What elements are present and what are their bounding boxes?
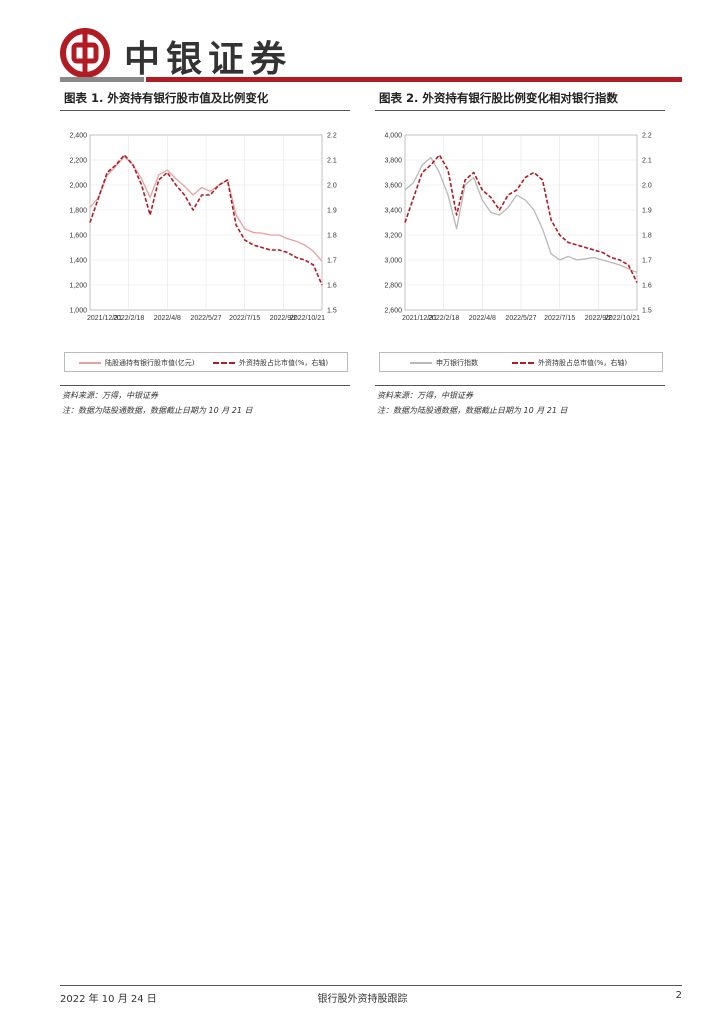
y2-tick-label: 1.9 (642, 208, 652, 215)
y2-tick-label: 2.1 (327, 158, 337, 165)
y2-tick-label: 2.0 (327, 183, 337, 190)
series-line-2 (89, 154, 323, 286)
brand-name: 中银证券 (124, 38, 293, 80)
y-tick-label: 2,600 (384, 308, 402, 315)
y-tick-label: 1,800 (69, 208, 87, 215)
x-tick-label: 2022/7/15 (229, 315, 260, 322)
y-tick-label: 2,800 (384, 283, 402, 290)
x-tick-label: 2021/12/31 (402, 315, 437, 322)
legend-label: 陆股通持有银行股市值(亿元) (105, 359, 195, 367)
chart-legend: 申万银行指数 外资持股占总市值(%，右轴) (379, 352, 663, 372)
y-tick-label: 2,400 (69, 133, 87, 140)
x-tick-label: 2022/10/21 (605, 315, 640, 322)
figure-title: 图表 1. 外资持有银行股市值及比例变化 (60, 88, 350, 111)
footer-date: 2022 年 10 月 24 日 (60, 994, 157, 1005)
x-tick-label: 2022/7/15 (544, 315, 575, 322)
header-rule-red (146, 77, 682, 82)
y2-tick-label: 1.5 (642, 308, 652, 315)
figure-notes: 资料来源：万得，中银证券 注：数据为陆股通数据，数据截止日期为 10 月 21 … (375, 385, 665, 416)
data-note: 注：数据为陆股通数据，数据截止日期为 10 月 21 日 (377, 406, 568, 415)
x-tick-label: 2022/9/2 (585, 315, 612, 322)
page-header: 中银证券 (60, 28, 680, 80)
source-note: 资料来源：万得，中银证券 (377, 391, 473, 400)
y-tick-label: 2,200 (69, 158, 87, 165)
y2-tick-label: 1.7 (327, 258, 337, 265)
y2-tick-label: 1.6 (327, 283, 337, 290)
x-tick-label: 2021/12/31 (87, 315, 122, 322)
bank-of-china-logo-icon (60, 28, 110, 78)
legend-item-series-1: 申万银行指数 (410, 358, 478, 368)
y-tick-label: 4,000 (384, 133, 402, 140)
figure-2: 图表 2. 外资持有银行股比例变化相对银行指数 2,600 2,800 3,000 3… (375, 88, 665, 415)
y2-tick-label: 2.1 (642, 158, 652, 165)
y-tick-label: 1,600 (69, 233, 87, 240)
y-tick-label: 1,400 (69, 258, 87, 265)
legend-item-series-2: 外资持股占总市值(%，右轴) (512, 358, 627, 368)
y2-tick-label: 1.5 (327, 308, 337, 315)
page-number: 2 (675, 990, 682, 1001)
x-tick-label: 2022/10/21 (290, 315, 325, 322)
series-line-1 (404, 156, 638, 274)
y-tick-label: 1,000 (69, 308, 87, 315)
figure-notes: 资料来源：万得，中银证券 注：数据为陆股通数据，数据截止日期为 10 月 21 … (60, 385, 350, 416)
x-tick-label: 2022/4/8 (469, 315, 496, 322)
data-note: 注：数据为陆股通数据，数据截止日期为 10 月 21 日 (62, 406, 253, 415)
y2-tick-label: 2.2 (642, 133, 652, 140)
y-tick-label: 3,400 (384, 208, 402, 215)
x-tick-label: 2022/5/27 (190, 315, 221, 322)
legend-item-series-2: 外资持股占比市值(%，右轴) (213, 358, 328, 368)
legend-label: 外资持股占总市值(%，右轴) (538, 359, 628, 367)
y-tick-label: 3,600 (384, 183, 402, 190)
chart-2-svg: 2,600 2,800 3,000 3,200 3,400 3,600 3,800 4,000… (384, 133, 652, 323)
footer-rule (60, 985, 682, 986)
y2-tick-label: 2.0 (642, 183, 652, 190)
y2-tick-label: 2.2 (327, 133, 337, 140)
legend-label: 申万银行指数 (436, 359, 478, 367)
y2-tick-label: 1.7 (642, 258, 652, 265)
x-tick-label: 2022/9/2 (270, 315, 297, 322)
y-tick-label: 2,000 (69, 183, 87, 190)
x-tick-label: 2022/2/18 (428, 315, 459, 322)
figure-title: 图表 2. 外资持有银行股比例变化相对银行指数 (375, 88, 665, 111)
source-note: 资料来源：万得，中银证券 (62, 391, 158, 400)
chart-1-svg: 1,000 1,200 1,400 1,600 1,800 2,000 2,200 2,400… (69, 133, 337, 323)
x-tick-label: 2022/2/18 (113, 315, 144, 322)
series-line-2 (404, 154, 638, 283)
y-tick-label: 3,000 (384, 258, 402, 265)
footer-title: 银行股外资持股跟踪 (317, 994, 408, 1005)
figure-1: 图表 1. 外资持有银行股市值及比例变化 1,000 1,200 1,400 1,60… (60, 88, 350, 415)
y-tick-label: 3,800 (384, 158, 402, 165)
x-tick-label: 2022/4/8 (154, 315, 181, 322)
y2-tick-label: 1.9 (327, 208, 337, 215)
y-tick-label: 1,200 (69, 283, 87, 290)
y2-tick-label: 1.6 (642, 283, 652, 290)
y2-tick-label: 1.8 (642, 233, 652, 240)
chart-legend: 陆股通持有银行股市值(亿元) 外资持股占比市值(%，右轴) (64, 352, 348, 372)
x-tick-label: 2022/5/27 (505, 315, 536, 322)
y2-tick-label: 1.8 (327, 233, 337, 240)
header-rule-gray (60, 77, 144, 82)
chart-container: 1,000 1,200 1,400 1,600 1,800 2,000 2,200 2,400… (60, 127, 350, 415)
legend-item-series-1: 陆股通持有银行股市值(亿元) (79, 358, 194, 368)
chart-container: 2,600 2,800 3,000 3,200 3,400 3,600 3,800 4,000… (375, 127, 665, 415)
y-tick-label: 3,200 (384, 233, 402, 240)
legend-label: 外资持股占比市值(%，右轴) (239, 359, 329, 367)
